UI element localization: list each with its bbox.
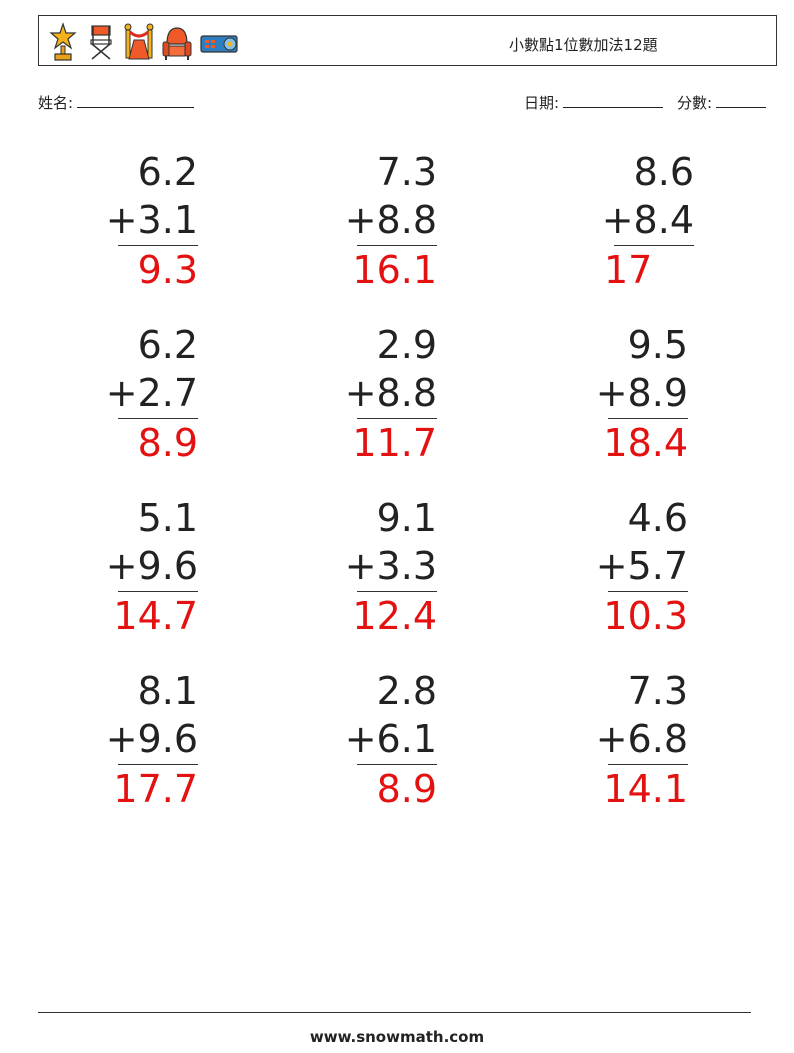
sum-rule	[357, 591, 437, 592]
addend-top: 8.1	[137, 669, 198, 713]
answer: 9.3	[137, 248, 198, 292]
sum-rule	[118, 245, 198, 246]
score-label: 分數:	[677, 94, 713, 112]
answer: 16.1	[352, 248, 437, 292]
sum-rule	[357, 245, 437, 246]
addend-top: 9.1	[376, 496, 437, 540]
problem: 6.2 +2.7 8.9	[78, 321, 198, 467]
addend-bottom: +8.4	[601, 198, 694, 242]
sum-rule	[614, 245, 694, 246]
problem: 7.3 +8.8 16.1	[317, 148, 437, 294]
problem: 5.1 +9.6 14.7	[78, 494, 198, 640]
answer: 18.4	[603, 421, 688, 465]
answer: 10.3	[603, 594, 688, 638]
problem: 2.9 +8.8 11.7	[317, 321, 437, 467]
projector-icon	[200, 35, 238, 53]
answer: 17	[604, 248, 653, 292]
answer: 17.7	[113, 767, 198, 811]
answer: 8.9	[137, 421, 198, 465]
addend-bottom: +8.9	[595, 371, 688, 415]
date-field: 日期:	[524, 92, 664, 113]
sum-rule	[357, 418, 437, 419]
worksheet-header: 小數點1位數加法12題	[38, 15, 777, 66]
sum-rule	[608, 764, 688, 765]
sum-rule	[357, 764, 437, 765]
sum-rule	[118, 591, 198, 592]
sum-rule	[118, 418, 198, 419]
answer: 14.1	[603, 767, 688, 811]
addend-bottom: +6.1	[344, 717, 437, 761]
header-icons	[47, 21, 243, 63]
trophy-icon	[49, 22, 77, 61]
sum-rule	[608, 418, 688, 419]
problem: 8.1 +9.6 17.7	[78, 667, 198, 813]
date-blank[interactable]	[563, 92, 664, 108]
addend-bottom: +2.7	[105, 371, 198, 415]
addend-bottom: +8.8	[344, 198, 437, 242]
addend-top: 4.6	[627, 496, 688, 540]
sum-rule	[608, 591, 688, 592]
director-chair-icon	[90, 25, 112, 60]
addend-top: 7.3	[627, 669, 688, 713]
addend-bottom: +6.8	[595, 717, 688, 761]
date-label: 日期:	[524, 94, 560, 112]
footer-divider	[38, 1012, 751, 1013]
problem: 2.8 +6.1 8.9	[317, 667, 437, 813]
addend-bottom: +5.7	[595, 544, 688, 588]
addend-top: 8.6	[633, 150, 694, 194]
addend-bottom: +9.6	[105, 544, 198, 588]
addend-bottom: +9.6	[105, 717, 198, 761]
score-blank[interactable]	[716, 92, 767, 108]
name-field: 姓名:	[38, 92, 195, 113]
addend-top: 6.2	[137, 323, 198, 367]
addend-bottom: +3.3	[344, 544, 437, 588]
answer: 11.7	[352, 421, 437, 465]
addend-top: 5.1	[137, 496, 198, 540]
addend-bottom: +8.8	[344, 371, 437, 415]
sum-rule	[118, 764, 198, 765]
problem: 8.6 +8.4 17	[574, 148, 694, 294]
problem: 9.5 +8.9 18.4	[568, 321, 688, 467]
addend-top: 7.3	[376, 150, 437, 194]
cinema-seat-icon	[162, 27, 192, 60]
answer: 8.9	[376, 767, 437, 811]
problem: 4.6 +5.7 10.3	[568, 494, 688, 640]
problem: 9.1 +3.3 12.4	[317, 494, 437, 640]
name-label: 姓名:	[38, 94, 74, 112]
addend-top: 9.5	[627, 323, 688, 367]
addend-top: 6.2	[137, 150, 198, 194]
worksheet-title: 小數點1位數加法12題	[509, 36, 658, 54]
footer-site[interactable]: www.snowmath.com	[309, 1028, 485, 1046]
problem: 6.2 +3.1 9.3	[78, 148, 198, 294]
answer: 14.7	[113, 594, 198, 638]
answer: 12.4	[352, 594, 437, 638]
addend-top: 2.9	[376, 323, 437, 367]
addend-bottom: +3.1	[105, 198, 198, 242]
score-field: 分數:	[677, 92, 767, 113]
problem: 7.3 +6.8 14.1	[568, 667, 688, 813]
addend-top: 2.8	[376, 669, 437, 713]
red-carpet-stanchion-icon	[124, 23, 154, 60]
name-blank[interactable]	[77, 92, 195, 108]
